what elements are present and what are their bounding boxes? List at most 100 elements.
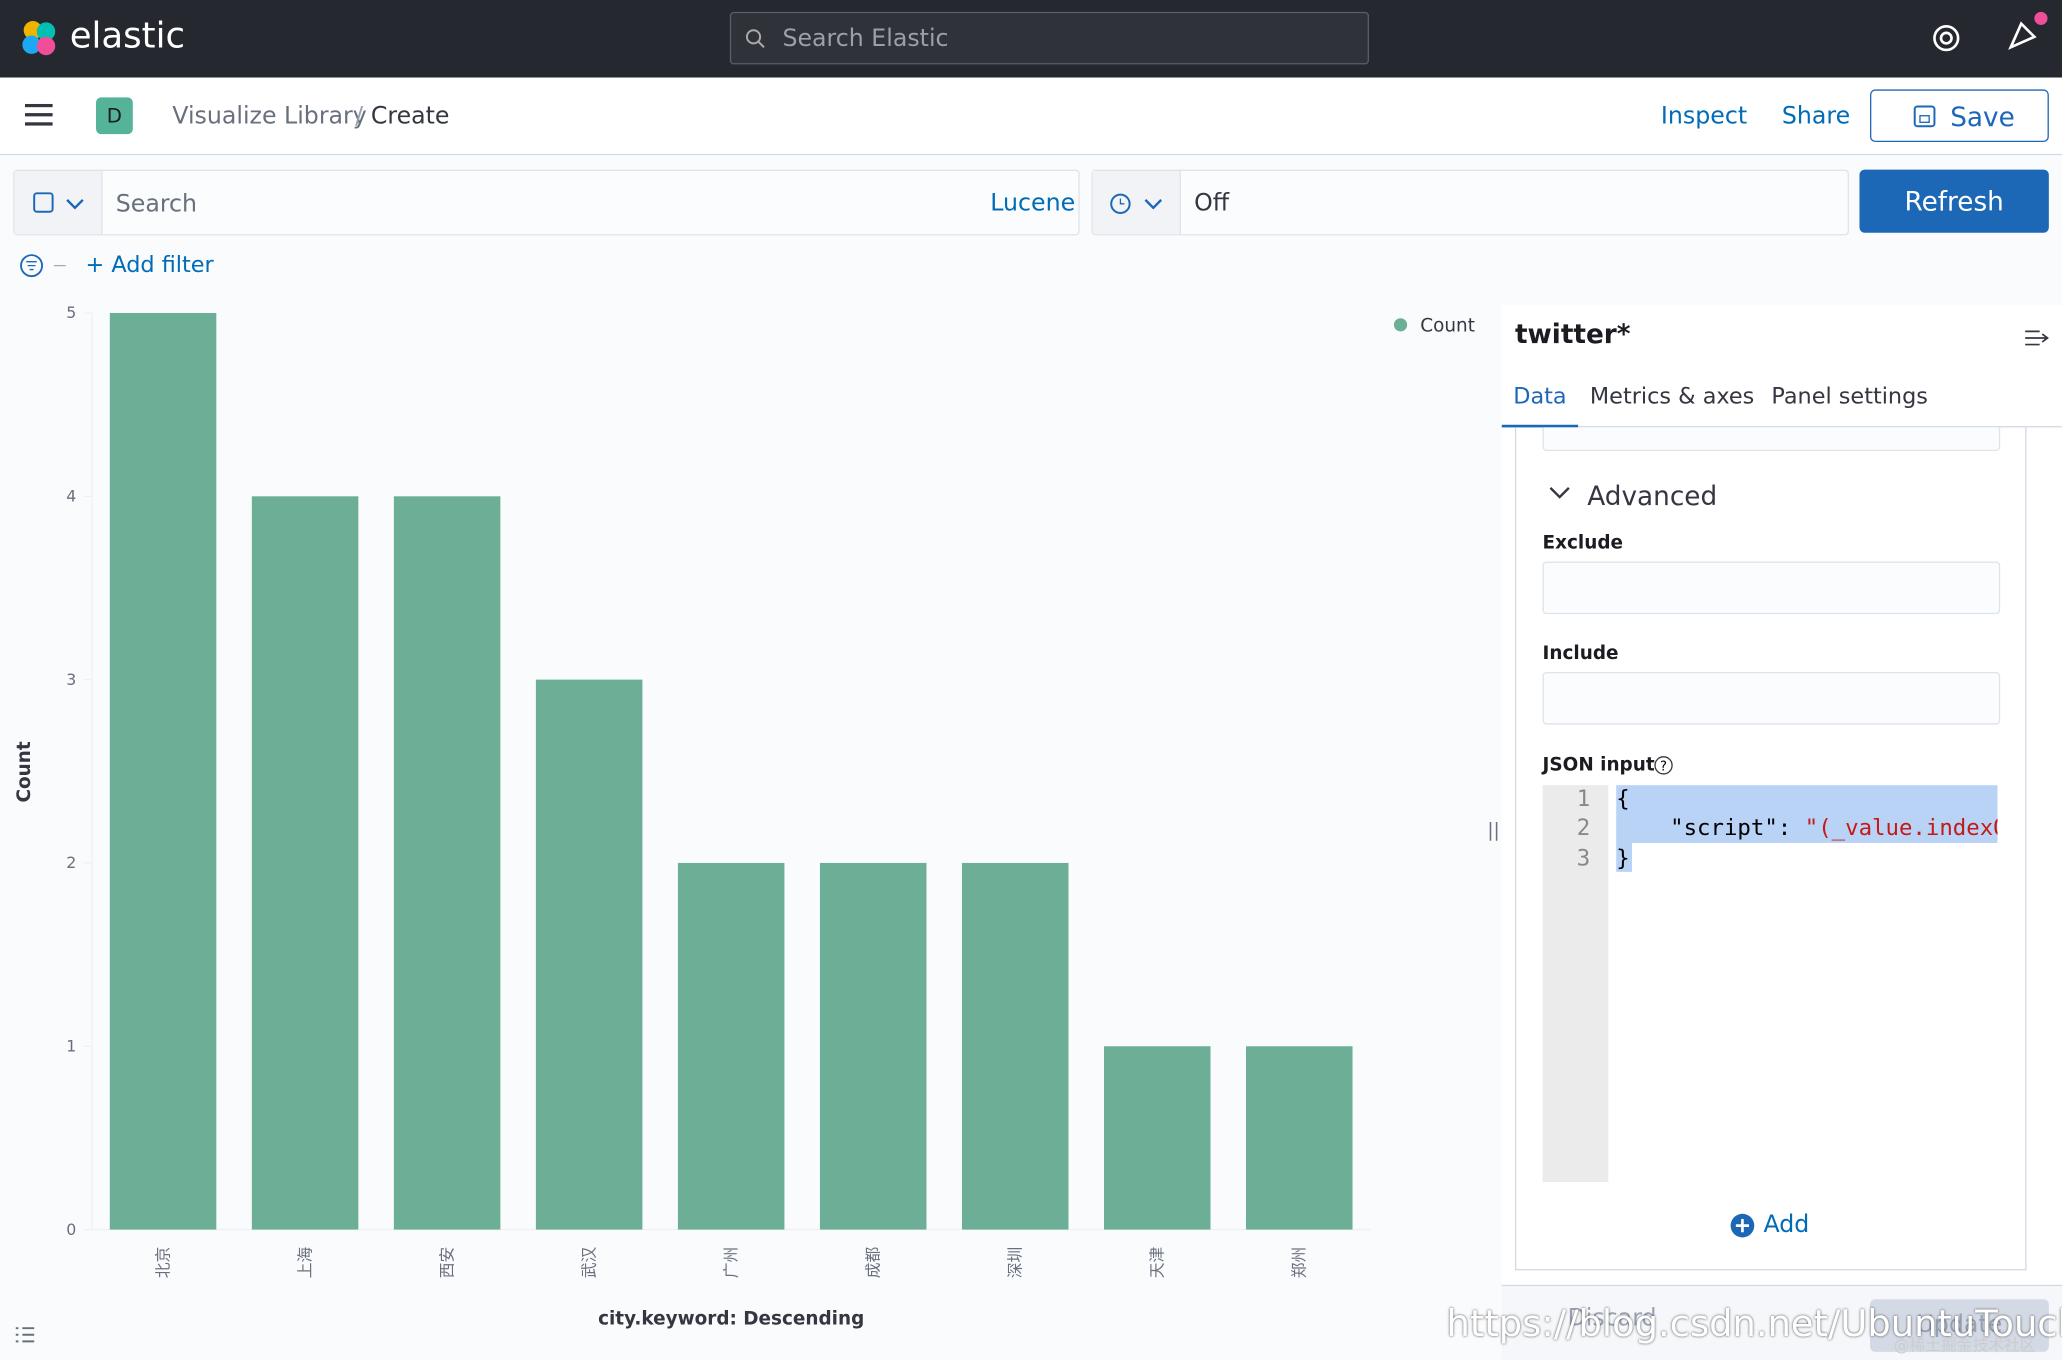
- global-search[interactable]: Search Elastic: [729, 11, 1369, 65]
- share-link[interactable]: Share: [1781, 102, 1851, 131]
- y-tick-label: 0: [66, 1220, 76, 1239]
- tab[interactable]: Metrics & axes: [1589, 383, 1755, 411]
- save-button[interactable]: Save: [1870, 89, 2049, 143]
- panel-footer: Discard Update: [1501, 1284, 2062, 1360]
- space-avatar[interactable]: D: [95, 97, 133, 135]
- add-agg[interactable]: Add: [1763, 1211, 1810, 1239]
- y-tick-label: 4: [66, 487, 76, 506]
- bar: [961, 862, 1069, 1230]
- x-tick-label: 天津: [1148, 1246, 1167, 1278]
- news-icon[interactable]: [2005, 8, 2050, 53]
- bar: [109, 312, 217, 1230]
- x-tick-label: 郑州: [1290, 1247, 1309, 1279]
- tab[interactable]: Data: [1501, 384, 1579, 428]
- resize-handle[interactable]: ||: [1487, 820, 1500, 842]
- code: }: [1616, 845, 1630, 872]
- line-number: 1: [1576, 786, 1591, 813]
- x-tick-label: 武汉: [579, 1246, 598, 1278]
- bar: [251, 496, 359, 1230]
- logo: [22, 21, 56, 56]
- y-tick-label: 2: [66, 853, 76, 872]
- top-bar: elastic Search Elastic: [0, 0, 2062, 78]
- search-placeholder: Search Elastic: [782, 24, 949, 53]
- refresh-button[interactable]: Refresh: [1859, 169, 2049, 233]
- x-tick-label: 深圳: [1005, 1247, 1024, 1279]
- line-number: 3: [1576, 845, 1591, 872]
- legend-swatch: [1393, 318, 1408, 332]
- tabs: Data Metrics & axes Panel settings: [1501, 379, 2062, 428]
- breadcrumb[interactable]: Visualize Library: [172, 102, 367, 131]
- search-icon: [745, 29, 765, 49]
- watermark-small: @稀土掘金技术社区: [1893, 1336, 2036, 1355]
- time-quick-button[interactable]: [1092, 170, 1181, 235]
- line-number: 2: [1576, 815, 1591, 842]
- gutter: [1542, 785, 1609, 1183]
- selection: [1616, 842, 1632, 872]
- x-tick-label: 成都: [863, 1246, 882, 1278]
- advanced-toggle[interactable]: Advanced: [1587, 479, 1718, 512]
- exclude-input[interactable]: [1542, 561, 2001, 615]
- bar-chart: 0 1 2 3 4 5 北京 上海 西安 武汉 广州 成都 深圳 天津 郑州 Count city.keywor…: [14, 303, 1475, 1329]
- bar: [677, 862, 785, 1230]
- chevron[interactable]: [1548, 484, 1572, 502]
- breadcrumb: Create: [370, 102, 450, 131]
- query-placeholder: Search: [115, 190, 198, 219]
- agg-card: Advanced Exclude Include JSON input ? 1 …: [1514, 427, 2027, 1271]
- save-label: Save: [1950, 101, 2015, 133]
- menu-icon[interactable]: [24, 103, 54, 128]
- bar: [1103, 1046, 1211, 1230]
- y-tick-label: 5: [66, 303, 76, 322]
- bar: [393, 496, 501, 1230]
- nav-bar: D Visualize Library / Create Inspect Sha…: [0, 77, 2062, 156]
- x-axis-title: city.keyword: Descending: [598, 1308, 864, 1329]
- brand: elastic: [69, 15, 185, 57]
- code-editor[interactable]: 1 2 3 { "script": "(_value.indexO }: [1542, 785, 1998, 1183]
- y-tick-label: 1: [66, 1037, 76, 1056]
- collapse-icon[interactable]: [2024, 327, 2050, 348]
- input[interactable]: [1542, 427, 2001, 452]
- include-label: Include: [1542, 643, 1619, 665]
- saved-query-button[interactable]: [14, 170, 103, 235]
- svg-text:?: ?: [1660, 760, 1667, 775]
- json-input-label: JSON input: [1542, 754, 1655, 776]
- breadcrumb-separator: /: [355, 102, 364, 131]
- code: {: [1616, 786, 1630, 813]
- add-icon: [1730, 1213, 1755, 1238]
- filter-icon[interactable]: [18, 252, 71, 278]
- add-filter[interactable]: + Add filter: [85, 252, 214, 279]
- help-tip[interactable]: ?: [1653, 755, 1674, 776]
- editor-panel: twitter* Data Metrics & axes Panel setti…: [1501, 305, 2062, 1360]
- language-switch[interactable]: Lucene: [990, 189, 1076, 217]
- code-string: "(_value.indexO: [1804, 815, 1998, 842]
- bar: [819, 862, 927, 1230]
- time-picker[interactable]: Off: [1091, 169, 1849, 236]
- y-tick-label: 3: [66, 670, 76, 689]
- list-icon[interactable]: [13, 1323, 39, 1347]
- include-input[interactable]: [1542, 671, 2001, 725]
- refresh-label: Refresh: [1904, 185, 2004, 217]
- update-button[interactable]: Update: [1870, 1299, 2049, 1352]
- save-icon: [1913, 105, 1936, 128]
- selection: [1616, 785, 1998, 843]
- tab[interactable]: Panel settings: [1771, 383, 1928, 411]
- saved-query-icon: [33, 192, 84, 213]
- y-axis-title: Count: [14, 741, 35, 802]
- clock-icon: [1110, 193, 1163, 215]
- x-tick-label: 上海: [295, 1246, 314, 1278]
- inspect-link[interactable]: Inspect: [1660, 102, 1748, 131]
- x-tick-label: 西安: [437, 1247, 456, 1279]
- time-value: Off: [1194, 189, 1230, 217]
- query-input[interactable]: Search Lucene: [13, 169, 1080, 236]
- code-key: "script":: [1670, 815, 1792, 842]
- help-icon[interactable]: [1930, 22, 1962, 54]
- exclude-label: Exclude: [1542, 532, 1624, 554]
- discard-button[interactable]: Discard: [1567, 1304, 1657, 1333]
- watermark: https://blog.csdn.net/UbuntuTouch: [1446, 1301, 2062, 1346]
- code: "script": "(_value.indexO: [1670, 815, 1997, 841]
- legend-label: Count: [1420, 315, 1475, 336]
- bar: [535, 679, 643, 1230]
- x-tick-label: 广州: [721, 1247, 740, 1279]
- index-title: twitter*: [1514, 318, 1631, 350]
